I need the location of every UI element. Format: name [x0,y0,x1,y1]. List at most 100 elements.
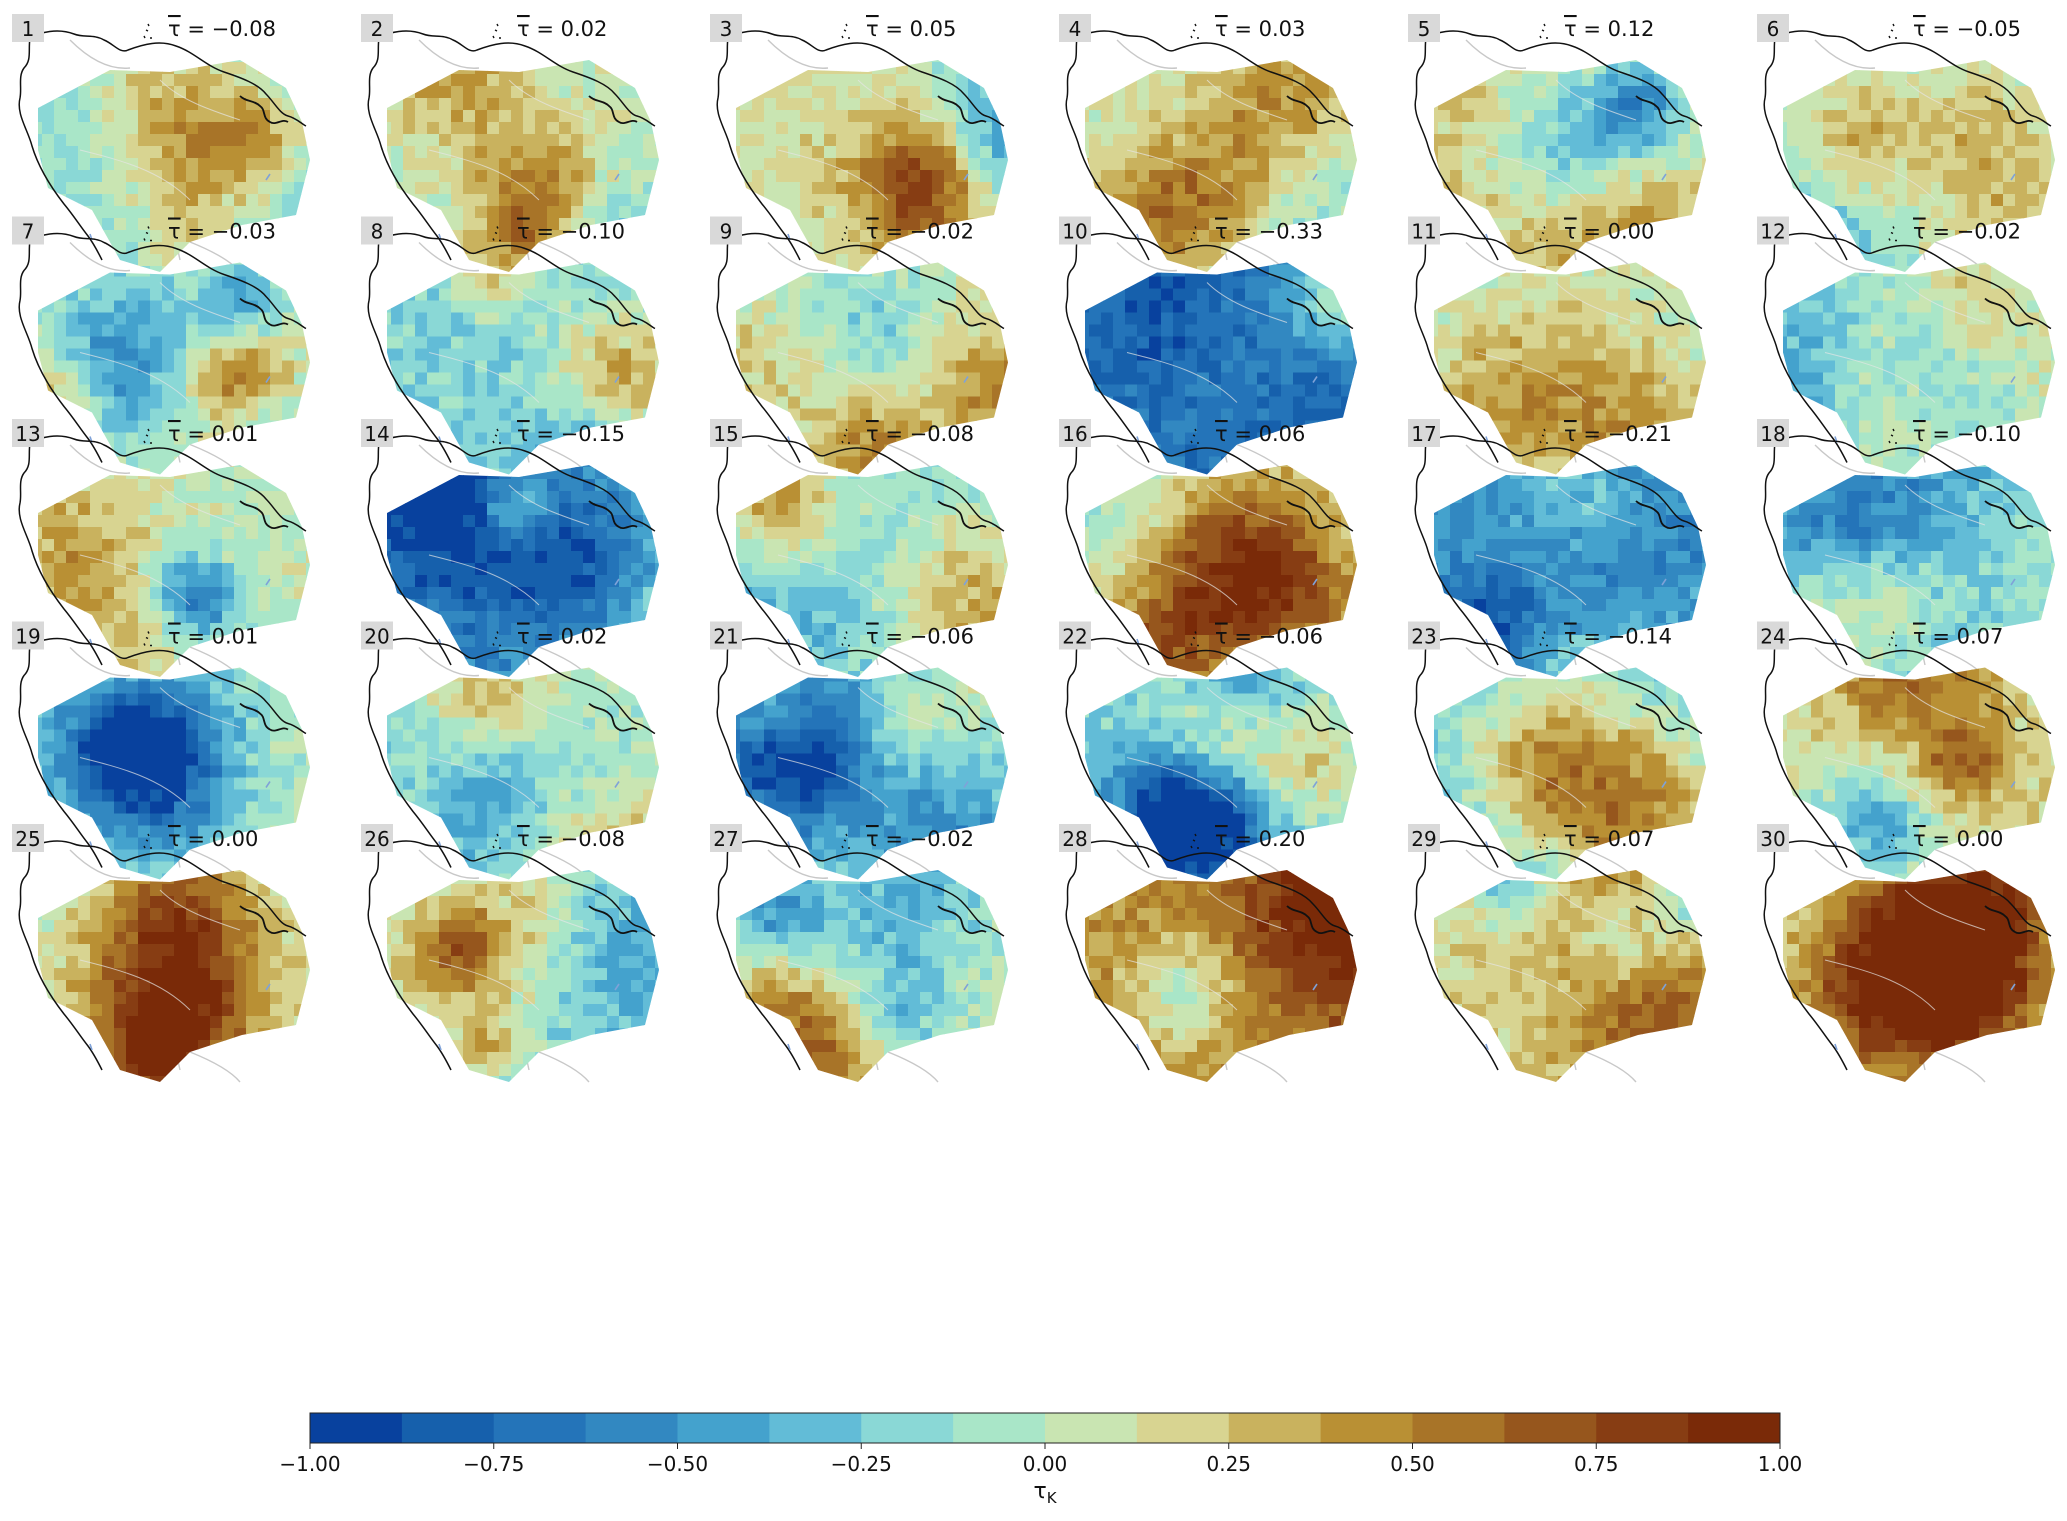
heatmap-cell [150,432,163,446]
heatmap-cell [2039,170,2052,183]
heatmap-cell [2015,86,2028,99]
heatmap-cell [884,324,897,338]
heatmap-cell [776,300,789,314]
heatmap-cell [246,456,259,470]
heatmap-cell [740,360,753,374]
heatmap-cell [1783,86,1788,99]
heatmap-cell [643,254,656,267]
heatmap-cell [1113,360,1126,374]
heatmap-cell [788,170,801,183]
heatmap-cell [2015,266,2028,272]
heatmap-cell [270,262,283,266]
heatmap-cell [595,194,608,207]
heatmap-cell [619,134,632,147]
panel-heatmap [736,262,1008,475]
heatmap-cell [427,86,440,99]
heatmap-cell [174,300,187,314]
heatmap-cell [1233,432,1246,446]
heatmap-cell [282,170,295,183]
heatmap-cell [1919,194,1932,207]
heatmap-cell [920,288,933,302]
heatmap-cell [1317,420,1330,434]
heatmap-cell [1317,300,1330,314]
heatmap-cell [2051,134,2055,147]
heatmap-cell [980,62,993,75]
heatmap-cell [306,372,310,386]
heatmap-cell [391,312,404,326]
heatmap-cell [282,194,295,207]
heatmap-cell [1353,262,1357,266]
heatmap-cell [2051,230,2055,243]
heatmap-cell [1281,360,1294,374]
heatmap-cell [1907,254,1920,267]
heatmap-cell [1149,98,1162,111]
heatmap-cell [1799,98,1812,111]
heatmap-cell [294,242,307,255]
heatmap-cell [607,122,620,135]
heatmap-cell [1450,276,1463,290]
heatmap-cell [294,110,307,123]
heatmap-cell [427,408,440,422]
heatmap-cell [1197,206,1210,219]
heatmap-cell [475,276,488,290]
heatmap-cell [1474,122,1487,135]
heatmap-cell [1305,194,1318,207]
heatmap-cell [1257,336,1270,350]
heatmap-cell [1353,408,1357,422]
heatmap-cell [1085,336,1090,350]
heatmap-cell [523,122,536,135]
heatmap-cell [415,348,428,362]
heatmap-cell [1606,170,1619,183]
heatmap-cell [1317,336,1330,350]
heatmap-cell [222,276,235,290]
heatmap-cell [1558,98,1571,111]
heatmap-cell [1618,98,1631,111]
heatmap-cell [463,158,476,171]
heatmap-cell [2051,194,2055,207]
heatmap-cell [246,170,259,183]
heatmap-cell [920,324,933,338]
heatmap-cell [1281,384,1294,398]
heatmap-cell [1197,408,1210,422]
heatmap-cell [788,372,801,386]
heatmap-cell [1293,396,1306,410]
heatmap-cell [752,444,765,458]
heatmap-cell [2039,254,2052,267]
heatmap-cell [1895,218,1908,231]
heatmap-cell [764,456,777,470]
heatmap-cell [2027,60,2040,63]
heatmap-cell [812,276,825,290]
heatmap-cell [499,74,512,87]
heatmap-cell [306,86,310,99]
heatmap-cell [114,206,127,219]
heatmap-cell [294,278,307,291]
heatmap-cell [1209,372,1222,386]
heatmap-cell [1474,74,1487,87]
heatmap-cell [1101,158,1114,171]
heatmap-cell [1895,134,1908,147]
heatmap-cell [956,98,969,111]
heatmap-cell [1582,170,1595,183]
heatmap-cell [1835,74,1848,87]
heatmap-cell [126,336,139,350]
heatmap-cell [1353,384,1357,398]
heatmap-cell [1353,242,1357,255]
heatmap-cell [583,262,596,266]
heatmap-cell [1004,74,1008,87]
heatmap-cell [102,194,115,207]
heatmap-cell [1221,276,1234,290]
heatmap-cell [222,396,235,410]
heatmap-cell [1895,206,1908,219]
heatmap-cell [764,266,777,272]
coastline [716,232,1005,463]
heatmap-cell [42,122,55,135]
heatmap-cell [631,396,644,410]
heatmap-cell [736,62,741,75]
heatmap-cell [42,134,55,147]
islands [841,23,850,39]
heatmap-cell [1281,98,1294,111]
heatmap-cell [980,264,993,278]
heatmap-cell [1245,194,1258,207]
heatmap-cell [306,170,310,183]
heatmap-cell [66,336,79,350]
